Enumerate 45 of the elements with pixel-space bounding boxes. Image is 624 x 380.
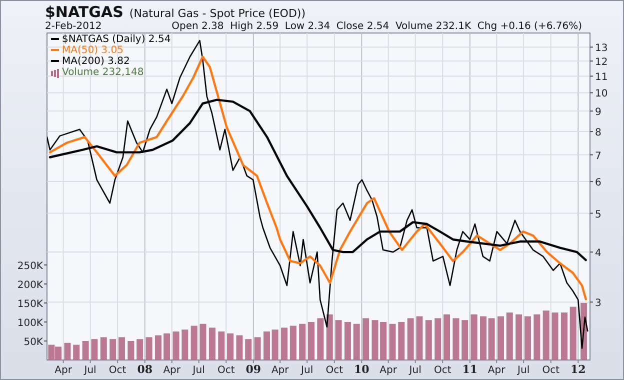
x-tick-label: Oct	[542, 365, 560, 376]
y2-tick-label: 200K	[17, 280, 44, 291]
text: Open 2.38 High 2.59 Low 2.34 Close 2.54 Volume 232.1K Chg +0.16 (+6.76%)	[172, 21, 582, 32]
x-tick-label: Jul	[300, 365, 314, 376]
x-tick-label: Apr	[380, 365, 398, 376]
y2-tick-label: 250K	[17, 260, 44, 272]
x-tick-label: 12	[570, 363, 586, 376]
chart-subtitle: (Natural Gas - Spot Price (EOD))	[129, 7, 306, 20]
y-tick-label: 8	[595, 128, 602, 139]
y2-tick-label: 50K	[24, 336, 44, 348]
y-tick-label: 12	[595, 57, 608, 68]
x-tick-label: Jul	[83, 365, 96, 376]
chart-title: $NATGAS	[45, 3, 124, 21]
x-tick-label: Oct	[108, 365, 126, 376]
x-tick-label: Apr	[271, 365, 290, 376]
x-tick-label: Apr	[488, 365, 506, 376]
x-tick-label: Jul	[516, 365, 530, 376]
y2-tick-label: 150K	[17, 298, 44, 310]
x-tick-label: Jul	[192, 365, 205, 376]
x-tick-label: Oct	[434, 365, 452, 376]
y-tick-label: 7	[595, 150, 602, 162]
x-tick-label: Apr	[163, 365, 182, 376]
y-tick-label: 4	[595, 248, 602, 260]
x-tick-label: 08	[137, 363, 153, 376]
y-tick-label: 11	[595, 72, 608, 84]
x-tick-label: Jul	[408, 365, 422, 376]
y-tick-label: 9	[595, 107, 602, 118]
x-tick-label: Oct	[326, 365, 344, 376]
x-tick-label: 10	[354, 363, 370, 376]
y-tick-label: 10	[595, 88, 608, 100]
text: 2-Feb-2012	[45, 21, 102, 32]
legend-label: MA(200) 3.82	[62, 56, 130, 67]
line-series	[48, 56, 587, 300]
y-tick-label: 13	[595, 43, 608, 54]
y-tick-label: 3	[595, 298, 602, 310]
legend-label: MA(50) 3.05	[62, 45, 124, 56]
legend-label: $NATGAS (Daily) 2.54	[62, 34, 171, 45]
x-tick-label: Oct	[217, 365, 235, 376]
y-tick-label: 6	[595, 178, 602, 189]
y2-tick-label: 100K	[17, 318, 44, 329]
y-tick-label: 5	[595, 209, 602, 220]
x-tick-label: 11	[462, 363, 478, 376]
legend-label: Volume 232,148	[62, 67, 144, 78]
x-tick-label: 09	[246, 363, 262, 376]
x-tick-label: Apr	[54, 365, 73, 376]
